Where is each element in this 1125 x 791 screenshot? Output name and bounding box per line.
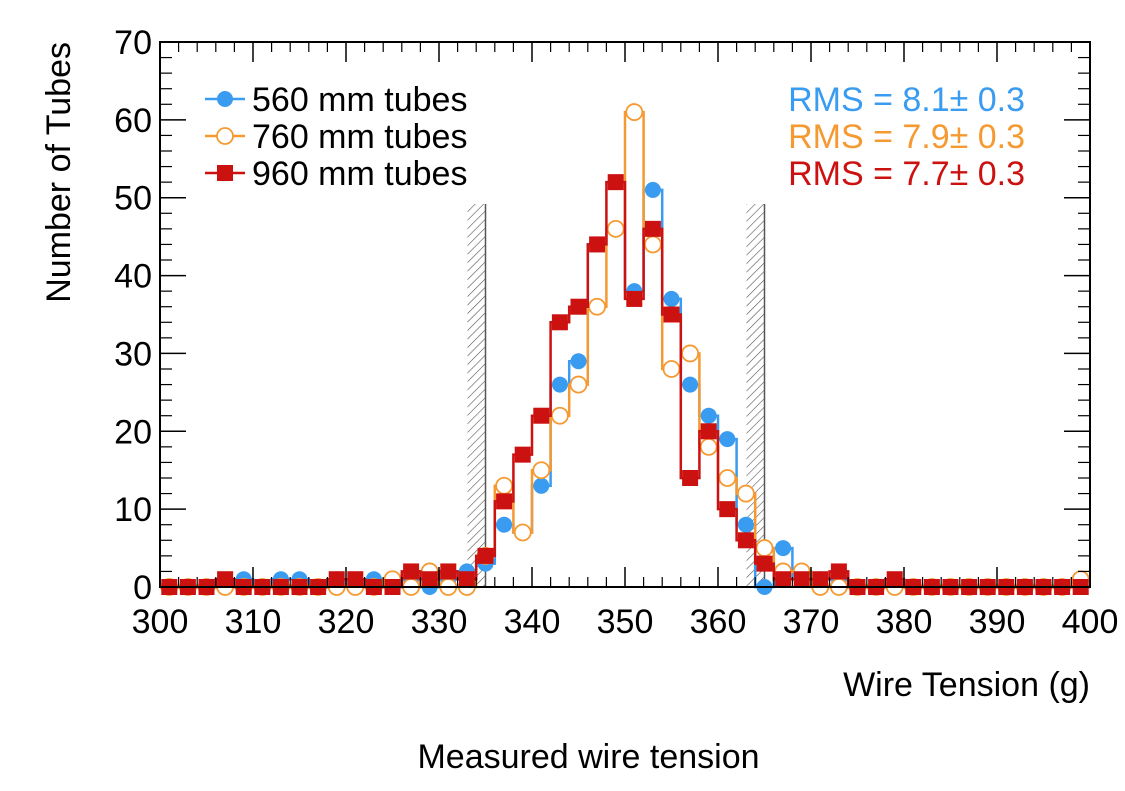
data-point — [217, 91, 233, 107]
data-point — [719, 501, 736, 518]
data-point — [328, 571, 345, 588]
data-point — [644, 220, 661, 237]
data-point — [775, 571, 792, 588]
x-tick-label: 350 — [597, 603, 654, 641]
data-point — [682, 376, 699, 393]
legend-label: 960 mm tubes — [252, 155, 467, 193]
axis-ticks: 300 310 320 330 340 350 360 370 380 390 400 0 10 20 30… — [114, 24, 1118, 641]
data-point — [570, 353, 587, 370]
data-point — [700, 423, 717, 440]
data-point — [793, 571, 810, 588]
y-tick-label: 0 — [133, 569, 152, 607]
limit-hatch — [467, 204, 486, 587]
data-point — [663, 290, 680, 307]
y-tick-label: 20 — [114, 413, 152, 451]
x-tick-label: 310 — [225, 603, 282, 641]
data-point — [570, 298, 587, 315]
data-point — [569, 375, 588, 394]
data-point — [551, 376, 568, 393]
data-point — [718, 469, 737, 487]
series-group — [160, 174, 1090, 595]
y-tick-label: 70 — [114, 24, 152, 62]
x-axis-label: Wire Tension (g) — [843, 666, 1090, 704]
data-point — [626, 290, 643, 307]
data-point — [216, 127, 234, 145]
data-point — [514, 446, 531, 463]
data-point — [589, 236, 606, 253]
x-tick-label: 330 — [411, 603, 468, 641]
data-point — [682, 470, 699, 486]
x-tick-label: 320 — [318, 603, 375, 641]
data-point — [496, 493, 513, 510]
data-point — [700, 407, 717, 424]
data-point — [588, 297, 606, 316]
data-point — [551, 406, 569, 425]
y-tick-label: 60 — [114, 102, 152, 140]
rms-label: RMS = 7.9± 0.3 — [788, 118, 1025, 156]
data-point — [477, 547, 494, 564]
histogram-chart: 300 310 320 330 340 350 360 370 380 390 400 0 10 20 30… — [40, 24, 1118, 704]
data-point — [737, 484, 755, 503]
y-tick-label: 40 — [114, 258, 152, 296]
data-point — [719, 431, 736, 448]
data-point — [625, 103, 644, 121]
y-tick-label: 30 — [114, 335, 152, 373]
data-point — [812, 571, 829, 588]
data-point — [532, 461, 551, 480]
data-point — [830, 563, 847, 580]
data-point — [644, 181, 661, 198]
data-point — [533, 407, 550, 424]
y-tick-label: 10 — [114, 491, 152, 529]
data-point — [755, 539, 774, 557]
limit-lines — [467, 204, 766, 587]
data-point — [662, 360, 681, 378]
data-point — [606, 219, 625, 238]
data-point — [533, 477, 550, 494]
rms-label: RMS = 7.7± 0.3 — [788, 155, 1025, 193]
x-tick-label: 300 — [132, 603, 189, 641]
x-tick-label: 400 — [1062, 603, 1119, 641]
data-point — [217, 165, 233, 181]
data-point — [496, 516, 513, 533]
data-point — [347, 571, 364, 588]
data-point — [440, 563, 457, 580]
data-point — [458, 571, 475, 588]
x-tick-label: 370 — [783, 603, 840, 641]
legend-label: 760 mm tubes — [252, 118, 467, 156]
x-tick-label: 340 — [504, 603, 561, 641]
data-point — [403, 563, 420, 580]
x-tick-label: 360 — [690, 603, 747, 641]
series-step-line — [160, 180, 1090, 589]
data-point — [607, 174, 624, 191]
y-axis-label: Number of Tubes — [40, 42, 78, 303]
x-tick-label: 390 — [969, 603, 1026, 641]
data-point — [737, 516, 754, 533]
data-point — [737, 532, 754, 549]
data-point — [886, 571, 903, 588]
x-tick-label: 380 — [876, 603, 933, 641]
data-point — [421, 571, 438, 588]
data-point — [699, 437, 718, 456]
data-point — [681, 344, 699, 363]
y-tick-label: 50 — [114, 180, 152, 218]
data-point — [513, 523, 532, 542]
data-point — [663, 306, 680, 323]
data-point — [775, 540, 792, 557]
rms-label: RMS = 8.1± 0.3 — [788, 81, 1025, 119]
data-point — [756, 555, 773, 572]
data-point — [551, 314, 568, 331]
data-point — [644, 235, 662, 254]
data-point — [495, 476, 514, 495]
data-point — [217, 571, 234, 588]
figure-caption: Measured wire tension — [417, 738, 760, 776]
legend-label: 560 mm tubes — [252, 81, 467, 119]
